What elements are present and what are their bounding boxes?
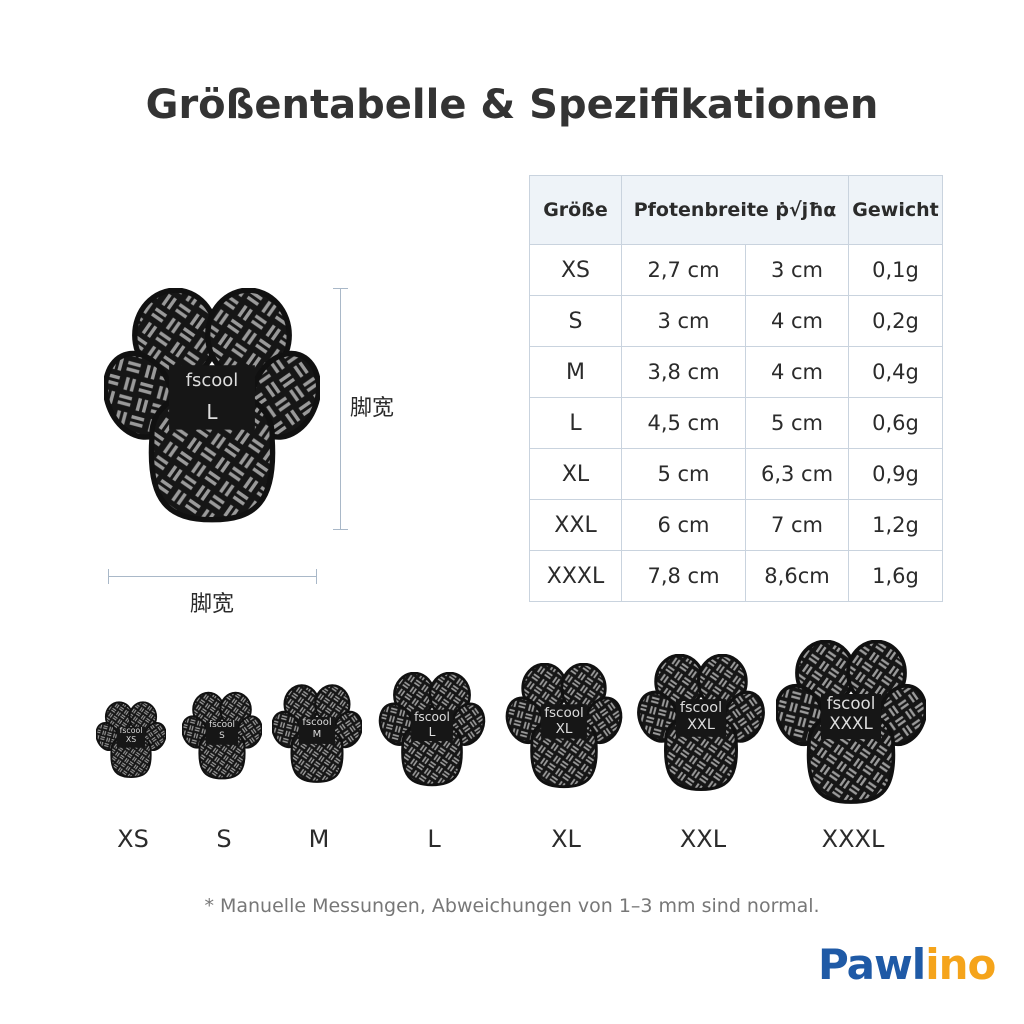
table-cell: L [529, 397, 622, 449]
table-cell: XS [529, 244, 622, 296]
table-cell: 0,9g [848, 448, 943, 500]
table-cell: 8,6cm [745, 550, 849, 602]
table-cell: 0,4g [848, 346, 943, 398]
table-cell: XL [529, 448, 622, 500]
header-weight: Gewicht [848, 175, 943, 245]
table-row: L 4,5 cm 5 cm 0,6g [529, 397, 943, 449]
dimension-tick [316, 569, 317, 584]
table-cell: 3 cm [621, 295, 746, 347]
table-cell: 4 cm [745, 346, 849, 398]
table-cell: S [529, 295, 622, 347]
table-cell: 1,6g [848, 550, 943, 602]
table-cell: 6,3 cm [745, 448, 849, 500]
size-label: L [427, 825, 441, 853]
pad-size: L [206, 400, 218, 424]
table-row: XXL 6 cm 7 cm 1,2g [529, 499, 943, 551]
table-cell: 7 cm [745, 499, 849, 551]
width-dimension-line [108, 576, 317, 577]
size-label: M [308, 825, 330, 853]
table-row: XS 2,7 cm 3 cm 0,1g [529, 244, 943, 296]
dimension-tick [333, 288, 348, 289]
table-cell: 0,6g [848, 397, 943, 449]
pad-text: fscool M [302, 716, 332, 740]
table-cell: 2,7 cm [621, 244, 746, 296]
table-cell: 6 cm [621, 499, 746, 551]
header-paw-width: Pfotenbreite ṗ√jħα [621, 175, 849, 245]
table-cell: M [529, 346, 622, 398]
pad-size: XL [555, 720, 573, 737]
size-label: XXL [679, 825, 727, 853]
dimension-tick [108, 569, 109, 584]
pad-size: XS [125, 735, 137, 745]
table-cell: 4 cm [745, 295, 849, 347]
table-cell: 1,2g [848, 499, 943, 551]
pad-size: S [219, 731, 225, 742]
table-cell: XXXL [529, 550, 622, 602]
dimension-tick [333, 529, 348, 530]
measurement-note: * Manuelle Messungen, Abweichungen von 1… [204, 895, 820, 917]
table-cell: 5 cm [621, 448, 746, 500]
table-header-row: Größe Pfotenbreite ṗ√jħα Gewicht [529, 175, 943, 245]
size-label: XXXL [821, 825, 885, 853]
pad-text: fscool XXXL [826, 694, 876, 734]
pad-size: XXXL [829, 714, 873, 734]
size-label: XL [551, 825, 581, 853]
pad-size: M [312, 728, 322, 740]
height-dimension-line [340, 288, 341, 530]
size-label: XS [117, 825, 149, 853]
table-cell: 3 cm [745, 244, 849, 296]
page-title: Größentabelle & Spezifikationen [145, 82, 879, 128]
table-row: M 3,8 cm 4 cm 0,4g [529, 346, 943, 398]
table-cell: 0,2g [848, 295, 943, 347]
pad-text: fscool S [209, 720, 235, 742]
width-label: 脚宽 [190, 592, 235, 617]
table-cell: 4,5 cm [621, 397, 746, 449]
size-label: S [216, 825, 232, 853]
table-cell: 7,8 cm [621, 550, 746, 602]
pad-size: XXL [687, 716, 715, 733]
size-table: Größe Pfotenbreite ṗ√jħα Gewicht XS 2,7 c… [529, 175, 943, 602]
pad-brand: fscool [185, 370, 239, 391]
table-cell: 3,8 cm [621, 346, 746, 398]
table-cell: 0,1g [848, 244, 943, 296]
table-cell: XXL [529, 499, 622, 551]
table-row: XXXL 7,8 cm 8,6cm 1,6g [529, 550, 943, 602]
pad-text: fscool XL [544, 704, 584, 737]
height-label: 脚宽 [350, 396, 395, 421]
pad-size: L [428, 724, 436, 739]
logo-part1: Pawl [818, 940, 926, 989]
pad-text: fscool XS [119, 725, 143, 745]
header-size: Größe [529, 175, 622, 245]
table-row: XL 5 cm 6,3 cm 0,9g [529, 448, 943, 500]
brand-logo: Pawlino [818, 940, 996, 989]
table-cell: 5 cm [745, 397, 849, 449]
pad-text: fscool XXL [679, 699, 723, 733]
logo-part2: ino [925, 940, 996, 989]
pad-text: fscool L [414, 709, 450, 739]
